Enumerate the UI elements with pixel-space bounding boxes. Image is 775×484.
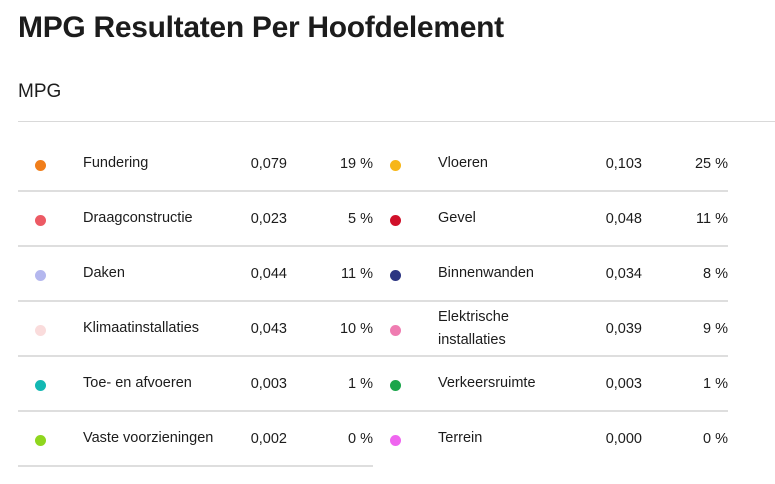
legend-item-value: 0,003 bbox=[250, 375, 287, 392]
legend-item-value: 0,023 bbox=[250, 210, 287, 227]
legend-item: Vloeren 0,103 25 % bbox=[373, 137, 728, 192]
legend-item-percent: 25 % bbox=[694, 155, 728, 172]
legend-item: Klimaatinstallaties 0,043 10 % bbox=[18, 302, 373, 357]
legend-item-value: 0,034 bbox=[605, 265, 642, 282]
legend-item-value: 0,048 bbox=[605, 210, 642, 227]
legend-item: Vaste voorzieningen 0,002 0 % bbox=[18, 412, 373, 467]
legend-item-percent: 1 % bbox=[348, 375, 373, 392]
legend-item-name: Daken bbox=[83, 265, 125, 281]
legend-item: Fundering 0,079 19 % bbox=[18, 137, 373, 192]
legend-color-dot bbox=[35, 325, 46, 336]
legend-item-percent: 11 % bbox=[696, 210, 728, 227]
legend-color-dot bbox=[390, 160, 401, 171]
legend-item-name: Elektrische installaties bbox=[438, 308, 509, 348]
legend-item-value: 0,103 bbox=[605, 155, 642, 172]
legend-item-name: Gevel bbox=[438, 210, 476, 226]
legend-color-dot bbox=[390, 435, 401, 446]
page-title: MPG Resultaten Per Hoofdelement bbox=[18, 11, 504, 44]
legend-item: Binnenwanden 0,034 8 % bbox=[373, 247, 728, 302]
legend-item: Toe- en afvoeren 0,003 1 % bbox=[18, 357, 373, 412]
legend-color-dot bbox=[390, 325, 401, 336]
legend-item-percent: 0 % bbox=[703, 430, 728, 447]
legend-item-percent: 0 % bbox=[348, 430, 373, 447]
legend-item-name: Verkeersruimte bbox=[438, 375, 536, 391]
legend-color-dot bbox=[390, 380, 401, 391]
legend-item-percent: 19 % bbox=[339, 155, 373, 172]
legend-item-value: 0,039 bbox=[605, 320, 642, 337]
legend-item-name: Vaste voorzieningen bbox=[83, 430, 214, 446]
legend-item-percent: 9 % bbox=[703, 320, 728, 337]
legend-item-percent: 11 % bbox=[341, 265, 373, 282]
legend-item-name: Vloeren bbox=[438, 155, 488, 171]
legend-item-value: 0,043 bbox=[250, 320, 287, 337]
legend-item-value: 0,003 bbox=[605, 375, 642, 392]
legend-item-percent: 10 % bbox=[339, 320, 373, 337]
legend-color-dot bbox=[35, 160, 46, 171]
legend-item-value: 0,044 bbox=[250, 265, 287, 282]
legend-item: Daken 0,044 11 % bbox=[18, 247, 373, 302]
legend-item-value: 0,002 bbox=[250, 430, 287, 447]
legend-color-dot bbox=[390, 215, 401, 226]
legend-color-dot bbox=[35, 215, 46, 226]
legend-color-dot bbox=[35, 380, 46, 391]
legend-item: Verkeersruimte 0,003 1 % bbox=[373, 357, 728, 412]
legend-item-name: Draagconstructie bbox=[83, 210, 193, 226]
divider bbox=[18, 121, 775, 122]
legend-item-value: 0,079 bbox=[250, 155, 287, 172]
legend-color-dot bbox=[35, 435, 46, 446]
legend-item-name: Toe- en afvoeren bbox=[83, 375, 192, 391]
legend-item-percent: 8 % bbox=[703, 265, 728, 282]
legend-item-name: Binnenwanden bbox=[438, 265, 534, 281]
legend-item-percent: 1 % bbox=[703, 375, 728, 392]
legend-item: Gevel 0,048 11 % bbox=[373, 192, 728, 247]
legend-item-value: 0,000 bbox=[605, 430, 642, 447]
legend-item-percent: 5 % bbox=[348, 210, 373, 227]
section-title: MPG bbox=[18, 81, 62, 102]
legend-item-name: Klimaatinstallaties bbox=[83, 320, 200, 336]
legend-item: Terrein 0,000 0 % bbox=[373, 412, 728, 467]
legend-item: Elektrische installaties 0,039 9 % bbox=[373, 302, 728, 357]
legend-color-dot bbox=[390, 270, 401, 281]
legend-color-dot bbox=[35, 270, 46, 281]
legend-item-name: Fundering bbox=[83, 155, 149, 171]
legend-item: Draagconstructie 0,023 5 % bbox=[18, 192, 373, 247]
legend-item-name: Terrein bbox=[438, 430, 483, 446]
